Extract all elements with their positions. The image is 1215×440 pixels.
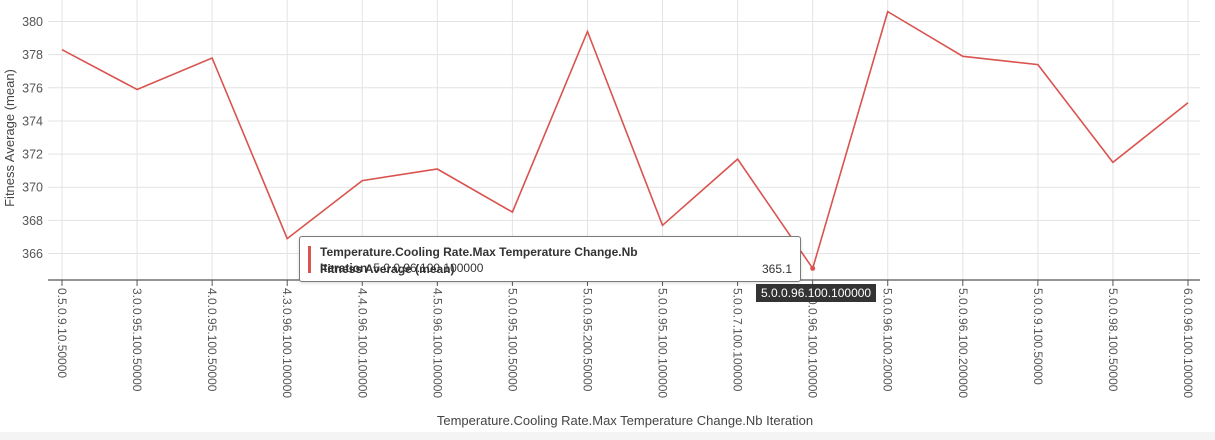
hover-marker — [810, 265, 816, 271]
x-tick-label: 5.0.0.7.100.100000 — [731, 288, 745, 392]
tooltip-category-value: 5.0.0.96.100.100000 — [373, 261, 484, 275]
hover-point — [810, 265, 816, 271]
x-hover-label: 5.0.0.96.100.100000 — [756, 284, 877, 302]
x-tick-label: 5.0.0.98.100.50000 — [1106, 288, 1120, 392]
series-line[interactable] — [61, 10, 1189, 271]
x-tick-label: 5.0.0.96.100.100000 — [806, 288, 820, 398]
y-tick-label: 380 — [22, 15, 43, 29]
x-tick-label: 5.0.0.95.100.100000 — [656, 288, 670, 398]
x-tick-label: 4.5.0.96.100.100000 — [430, 288, 444, 398]
x-tick-label: 5.0.0.95.100.50000 — [505, 288, 519, 392]
x-tick-label: 3.0.0.95.100.50000 — [130, 288, 144, 392]
tooltip-series-row: Fitness Average (mean) 365.1 — [320, 261, 792, 277]
tooltip: Temperature.Cooling Rate.Max Temperature… — [299, 236, 801, 282]
vertical-gridlines — [61, 0, 1189, 280]
x-axis-ticks: 0.5.0.9.10.50000 3.0.0.95.100.50000 4.0.0.… — [55, 280, 1195, 398]
x-axis-title: Temperature.Cooling Rate.Max Temperature… — [437, 413, 813, 428]
y-tick-label: 378 — [22, 48, 43, 62]
y-tick-label: 374 — [22, 114, 43, 128]
tooltip-series-name: Fitness Average (mean) — [320, 262, 455, 276]
y-tick-label: 376 — [22, 81, 43, 95]
series-color-swatch — [308, 246, 311, 273]
y-axis-ticks: 366 368 370 372 374 376 378 380 — [22, 15, 43, 261]
x-tick-label: 5.0.0.96.100.20000 — [881, 288, 895, 392]
x-tick-label: 5.0.0.95.200.50000 — [580, 288, 594, 392]
tooltip-series-value: 365.1 — [761, 262, 792, 276]
y-tick-label: 368 — [22, 214, 43, 228]
x-tick-label: 4.3.0.96.100.100000 — [280, 288, 294, 398]
horizontal-gridlines — [48, 21, 1200, 254]
bottom-strip — [0, 432, 1215, 440]
x-tick-label: 0.5.0.9.10.50000 — [55, 288, 69, 378]
x-tick-label: 5.0.0.9.100.50000 — [1031, 288, 1045, 385]
y-tick-label: 372 — [22, 148, 43, 162]
x-tick-label: 5.0.0.96.100.200000 — [956, 288, 970, 398]
y-tick-label: 366 — [22, 247, 43, 261]
x-tick-label: 6.0.0.96.100.100000 — [1181, 288, 1195, 398]
y-axis-title: Fitness Average (mean) — [2, 69, 17, 207]
tooltip-category-name: Temperature.Cooling Rate.Max Temperature… — [320, 245, 638, 275]
x-tick-label: 4.4.0.96.100.100000 — [355, 288, 369, 398]
y-tick-label: 370 — [22, 181, 43, 195]
tooltip-category-row: Temperature.Cooling Rate.Max Temperature… — [320, 244, 792, 275]
x-tick-label: 4.0.0.95.100.50000 — [205, 288, 219, 392]
